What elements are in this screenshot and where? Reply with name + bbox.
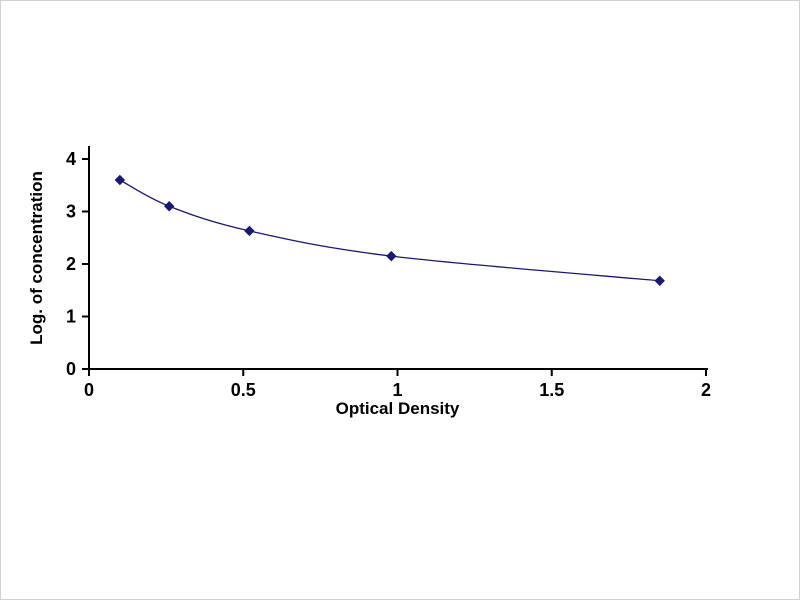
data-point-marker: [114, 174, 126, 186]
y-tick-label: 3: [66, 202, 76, 222]
data-point-marker: [164, 201, 175, 212]
y-tick-label: 4: [66, 149, 76, 169]
data-point-marker: [654, 275, 665, 287]
curve-line: [119, 179, 660, 282]
x-tick-label: 2: [701, 380, 711, 400]
x-axis-label: Optical Density: [335, 399, 460, 418]
x-tick-label: 0.5: [231, 380, 256, 400]
data-point-marker: [386, 250, 397, 262]
x-tick-label: 1.5: [539, 380, 564, 400]
y-tick-label: 2: [66, 254, 76, 274]
x-tick-label: 0: [84, 380, 94, 400]
y-tick-label: 0: [66, 359, 76, 379]
y-axis-label: Log. of concentration: [27, 171, 46, 345]
data-point-marker: [244, 225, 255, 237]
x-tick-label: 1: [392, 380, 402, 400]
y-tick-label: 1: [66, 307, 76, 327]
